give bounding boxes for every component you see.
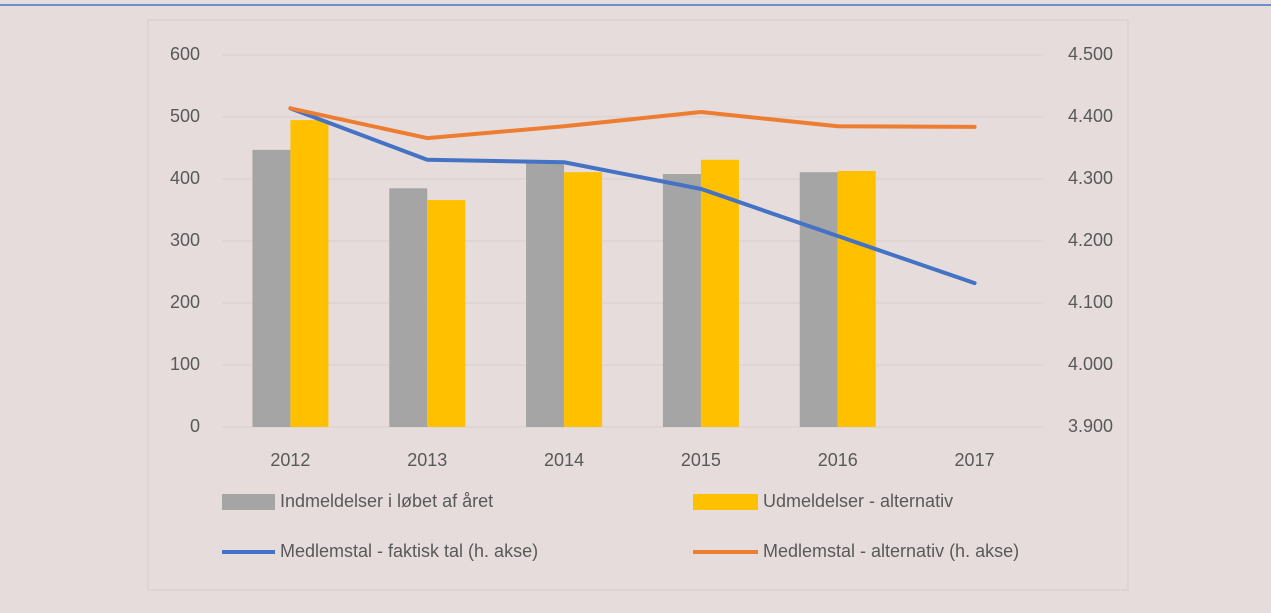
y-tick-label: 100 xyxy=(170,354,200,374)
bar xyxy=(799,172,838,427)
y2-tick-label: 4.000 xyxy=(1068,354,1113,374)
bar xyxy=(662,174,701,427)
x-tick-label: 2013 xyxy=(407,450,447,470)
y-tick-label: 600 xyxy=(170,44,200,64)
legend-swatch xyxy=(222,494,275,510)
bar xyxy=(526,162,565,427)
legend-label: Medlemstal - alternativ (h. akse) xyxy=(763,541,1019,561)
legend-label: Indmeldelser i løbet af året xyxy=(280,491,493,511)
line xyxy=(288,106,977,286)
legend-label: Medlemstal - faktisk tal (h. akse) xyxy=(280,541,538,561)
x-tick-label: 2016 xyxy=(818,450,858,470)
x-tick-label: 2017 xyxy=(955,450,995,470)
bar xyxy=(290,120,329,427)
bar xyxy=(564,172,603,427)
x-tick-label: 2014 xyxy=(544,450,584,470)
y2-tick-label: 4.200 xyxy=(1068,230,1113,250)
bar xyxy=(837,170,876,427)
chart-frame xyxy=(147,19,1129,591)
bar xyxy=(427,200,466,427)
y2-tick-label: 4.500 xyxy=(1068,44,1113,64)
y2-tick-label: 4.300 xyxy=(1068,168,1113,188)
x-tick-label: 2012 xyxy=(270,450,310,470)
bar xyxy=(252,149,291,428)
y2-tick-label: 4.100 xyxy=(1068,292,1113,312)
line xyxy=(288,106,977,141)
y-tick-label: 300 xyxy=(170,230,200,250)
x-tick-label: 2015 xyxy=(681,450,721,470)
y-tick-label: 200 xyxy=(170,292,200,312)
legend-label: Udmeldelser - alternativ xyxy=(763,491,953,511)
y2-tick-label: 3.900 xyxy=(1068,416,1113,436)
y-tick-label: 400 xyxy=(170,168,200,188)
legend-swatch xyxy=(693,494,758,510)
y2-tick-label: 4.400 xyxy=(1068,106,1113,126)
y-tick-label: 0 xyxy=(190,416,200,436)
bar xyxy=(389,188,428,427)
y-tick-label: 500 xyxy=(170,106,200,126)
bar xyxy=(700,159,739,427)
